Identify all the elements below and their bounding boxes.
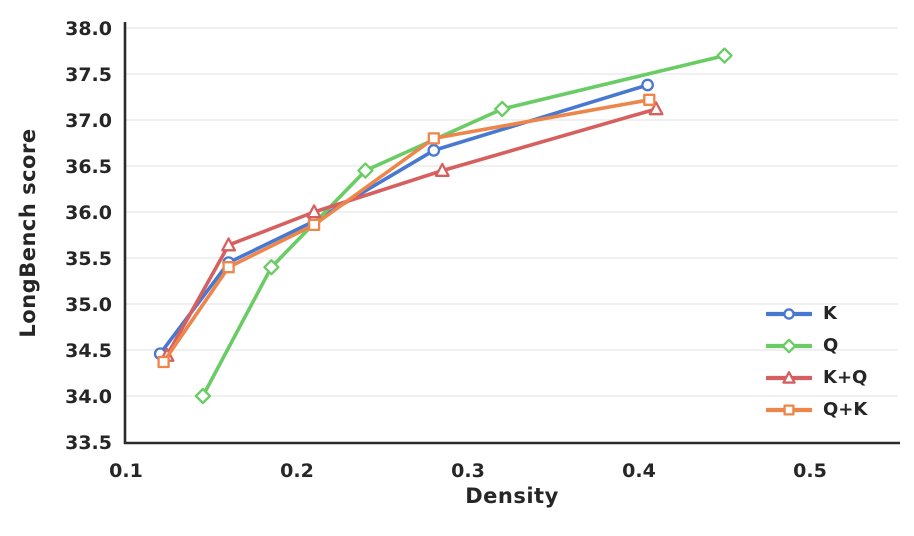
legend-square-swatch <box>766 404 812 416</box>
circle-marker <box>641 78 654 92</box>
series-line <box>158 83 650 356</box>
y-tick-label: 33.5 <box>65 432 112 454</box>
y-tick-label: 34.0 <box>65 386 112 408</box>
y-axis-label: LongBench score <box>16 128 40 338</box>
x-tick-label: 0.5 <box>793 460 827 482</box>
square-marker <box>643 93 656 106</box>
legend-marker <box>783 308 795 320</box>
square-marker <box>157 355 170 369</box>
legend-label: K <box>823 303 837 324</box>
diamond-marker <box>194 387 212 405</box>
legend-marker <box>783 404 795 416</box>
legend-item-Q: Q <box>766 330 867 362</box>
legend-label: K+Q <box>823 367 868 388</box>
legend-marker <box>781 338 797 354</box>
y-tick-label: 38.0 <box>65 18 112 40</box>
diamond-marker <box>357 162 374 179</box>
diamond-marker <box>494 100 511 118</box>
y-tick-label: 36.5 <box>65 156 112 178</box>
series-line <box>165 107 658 358</box>
legend-circle-swatch <box>766 308 812 320</box>
legend-triangle-swatch <box>766 371 812 384</box>
x-tick-label: 0.4 <box>622 460 656 482</box>
series-Q+K <box>157 93 656 369</box>
x-tick-label: 0.3 <box>451 460 485 482</box>
legend-diamond-swatch <box>766 338 812 354</box>
legend-label: Q <box>823 335 839 356</box>
x-tick-label: 0.2 <box>280 460 314 482</box>
triangle-marker <box>434 162 450 177</box>
y-tick-label: 36.0 <box>65 202 112 224</box>
square-marker <box>307 218 321 232</box>
diamond-marker <box>716 47 733 64</box>
legend: K Q K+Q Q+K <box>766 298 867 426</box>
series-Q <box>194 47 733 405</box>
triangle-marker <box>306 204 322 219</box>
x-axis-label: Density <box>465 484 559 508</box>
series-line <box>161 98 652 364</box>
y-tick-label: 37.0 <box>65 110 112 132</box>
x-tick-label: 0.1 <box>109 460 143 482</box>
y-tick-label: 37.5 <box>65 64 112 86</box>
legend-marker <box>782 371 796 384</box>
legend-item-K: K <box>766 298 867 330</box>
legend-item-Q+K: Q+K <box>766 394 867 426</box>
legend-item-K+Q: K+Q <box>766 362 867 394</box>
y-tick-label: 35.5 <box>65 248 112 270</box>
square-marker <box>222 261 235 274</box>
square-marker <box>427 132 440 145</box>
y-tick-label: 34.5 <box>65 340 112 362</box>
diamond-marker <box>263 259 280 276</box>
series-K+Q <box>159 101 664 362</box>
triangle-marker <box>221 237 237 252</box>
y-tick-label: 35.0 <box>65 294 112 316</box>
legend-label: Q+K <box>823 399 868 420</box>
series-K <box>153 78 654 361</box>
circle-marker <box>427 144 441 157</box>
triangle-marker <box>648 101 664 116</box>
